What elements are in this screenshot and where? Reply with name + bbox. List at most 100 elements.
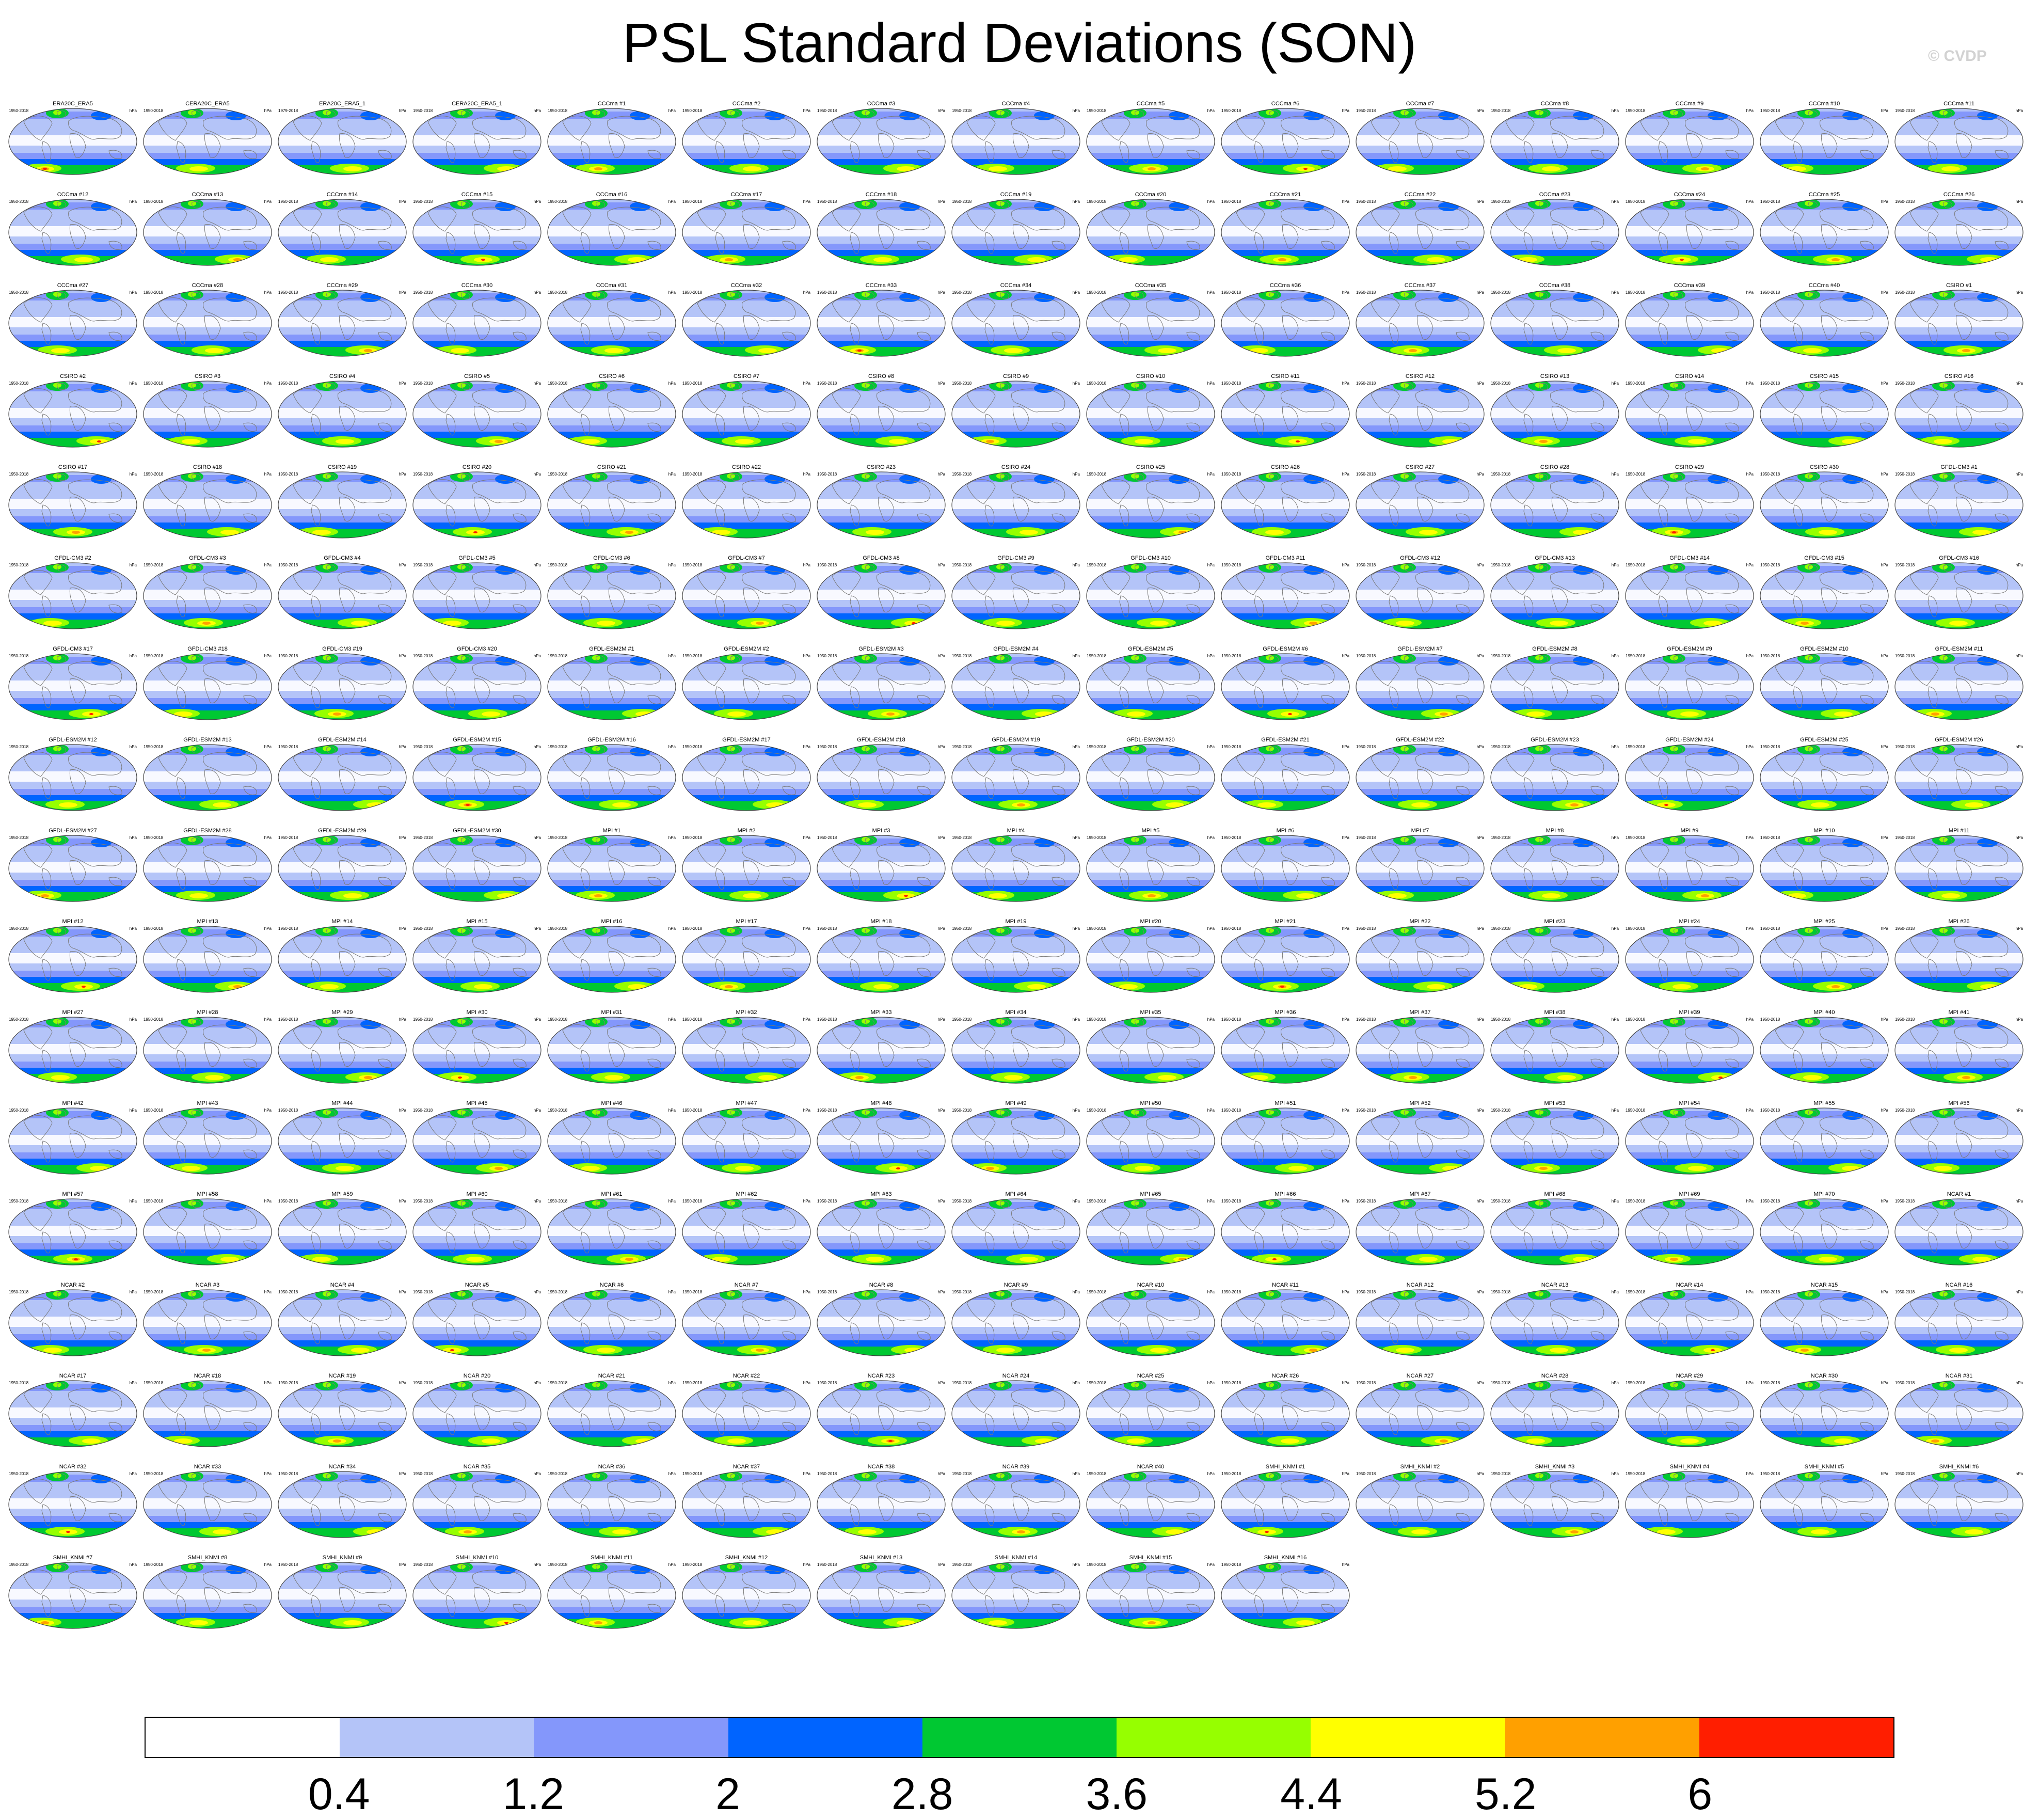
panel-title: CCCma #14	[327, 192, 358, 198]
panel-units: hPa	[668, 290, 676, 295]
panel-title: SMHI_KNMI #5	[1805, 1464, 1844, 1470]
panel-title: MPI #7	[1411, 828, 1429, 834]
map-panel: GFDL-CM3 #14 1950-2018 hPa	[1625, 555, 1754, 629]
panel-units: hPa	[264, 1290, 272, 1294]
panel-period: 1950-2018	[1356, 1471, 1376, 1476]
panel-units: hPa	[1881, 108, 1889, 113]
panel-period: 1950-2018	[952, 199, 972, 204]
panel-units: hPa	[534, 1381, 541, 1385]
panel-period: 1950-2018	[1356, 472, 1376, 477]
panel-units: hPa	[2016, 745, 2024, 749]
panel-period: 1950-2018	[413, 1108, 433, 1113]
panel-title: ERA20C_ERA5	[53, 101, 93, 107]
map-panel: NCAR #25 1950-2018 hPa	[1086, 1373, 1215, 1447]
panel-title: GFDL-CM3 #9	[997, 555, 1034, 561]
map-panel: CSIRO #8 1950-2018 hPa	[817, 373, 946, 448]
panel-title: CSIRO #19	[328, 464, 357, 470]
panel-period: 1950-2018	[682, 1290, 703, 1294]
map-panel: GFDL-ESM2M #7 1950-2018 hPa	[1356, 646, 1485, 720]
map-panel: CCCma #19 1950-2018 hPa	[951, 192, 1080, 266]
panel-units: hPa	[1073, 381, 1080, 386]
panel-title: GFDL-CM3 #5	[458, 555, 496, 561]
map-panel: GFDL-CM3 #6 1950-2018 hPa	[547, 555, 676, 629]
map-panel: MPI #66 1950-2018 hPa	[1221, 1191, 1350, 1265]
map-panel: CCCma #17 1950-2018 hPa	[682, 192, 811, 266]
panel-title: MPI #31	[601, 1009, 623, 1016]
panel-title: CCCma #2	[732, 101, 760, 107]
map-panel: GFDL-ESM2M #10 1950-2018 hPa	[1760, 646, 1889, 720]
panel-title: GFDL-ESM2M #7	[1397, 646, 1442, 652]
panel-title: NCAR #3	[196, 1282, 219, 1288]
panel-title: CSIRO #15	[1810, 373, 1839, 379]
panel-units: hPa	[1746, 835, 1754, 840]
panel-period: 1950-2018	[1356, 835, 1376, 840]
panel-title: MPI #3	[872, 828, 890, 834]
panel-units: hPa	[2016, 1017, 2024, 1022]
map-panel: MPI #1 1950-2018 hPa	[547, 828, 676, 902]
panel-period: 1950-2018	[1491, 835, 1511, 840]
panel-period: 1950-2018	[1491, 199, 1511, 204]
map-panel: CCCma #22 1950-2018 hPa	[1356, 192, 1485, 266]
panel-period: 1950-2018	[144, 1562, 164, 1567]
panel-title: NCAR #28	[1541, 1373, 1569, 1379]
panel-units: hPa	[2016, 290, 2024, 295]
panel-units: hPa	[264, 1108, 272, 1113]
panel-units: hPa	[938, 1381, 946, 1385]
panel-title: GFDL-ESM2M #6	[1263, 646, 1308, 652]
panel-title: MPI #64	[1006, 1191, 1027, 1197]
map-panel: CSIRO #9 1950-2018 hPa	[951, 373, 1080, 448]
panel-title: GFDL-ESM2M #14	[318, 737, 367, 743]
panel-title: CCCma #26	[1944, 192, 1975, 198]
map-panel: MPI #59 1950-2018 hPa	[278, 1191, 407, 1265]
panel-period: 1950-2018	[1087, 199, 1107, 204]
map-panel: NCAR #12 1950-2018 hPa	[1356, 1282, 1485, 1356]
panel-period: 1950-2018	[817, 1108, 837, 1113]
map-panel: CCCma #27 1950-2018 hPa	[8, 282, 137, 357]
panel-units: hPa	[1612, 1017, 1619, 1022]
panel-period: 1950-2018	[9, 563, 29, 567]
panel-title: CCCma #18	[866, 192, 897, 198]
panel-units: hPa	[130, 1199, 137, 1204]
panel-title: GFDL-CM3 #8	[863, 555, 900, 561]
panel-units: hPa	[803, 745, 811, 749]
map-panel: MPI #23 1950-2018 hPa	[1490, 919, 1619, 993]
panel-period: 1950-2018	[1760, 1017, 1780, 1022]
panel-units: hPa	[1477, 1199, 1485, 1204]
panel-units: hPa	[668, 835, 676, 840]
panel-units: hPa	[803, 1199, 811, 1204]
map-panel: CCCma #13 1950-2018 hPa	[143, 192, 272, 266]
page-title: PSL Standard Deviations (SON)	[622, 11, 1417, 74]
panel-period: 1950-2018	[144, 654, 164, 658]
panel-title: MPI #16	[601, 919, 623, 925]
panel-title: GFDL-CM3 #16	[1939, 555, 1979, 561]
panel-period: 1950-2018	[144, 381, 164, 386]
panel-units: hPa	[264, 381, 272, 386]
panel-title: NCAR #9	[1004, 1282, 1028, 1288]
panel-title: CCCma #3	[867, 101, 895, 107]
map-panel: CSIRO #6 1950-2018 hPa	[547, 373, 676, 448]
panel-period: 1950-2018	[1087, 745, 1107, 749]
colorbar-tick-label: 0.4	[308, 1769, 370, 1819]
panel-title: ERA20C_ERA5_1	[319, 101, 365, 107]
panel-units: hPa	[2016, 1381, 2024, 1385]
map-panel: CCCma #3 1950-2018 hPa	[817, 101, 946, 175]
panel-units: hPa	[938, 745, 946, 749]
panel-units: hPa	[1881, 654, 1889, 658]
map-panel: CCCma #7 1950-2018 hPa	[1356, 101, 1485, 175]
map-panel: GFDL-CM3 #11 1950-2018 hPa	[1221, 555, 1350, 629]
panel-period: 1950-2018	[1760, 472, 1780, 477]
panel-title: GFDL-ESM2M #30	[453, 828, 501, 834]
panel-period: 1950-2018	[413, 199, 433, 204]
panel-period: 1950-2018	[1895, 472, 1915, 477]
panel-units: hPa	[1746, 199, 1754, 204]
panel-period: 1950-2018	[1895, 1108, 1915, 1113]
panel-title: NCAR #31	[1946, 1373, 1973, 1379]
panel-period: 1950-2018	[9, 472, 29, 477]
map-panel: GFDL-CM3 #2 1950-2018 hPa	[8, 555, 137, 629]
map-panel: GFDL-ESM2M #13 1950-2018 hPa	[143, 737, 272, 811]
map-panel: MPI #64 1950-2018 hPa	[951, 1191, 1080, 1265]
panel-period: 1950-2018	[817, 835, 837, 840]
panel-title: MPI #27	[62, 1009, 84, 1016]
panel-period: 1950-2018	[1087, 1017, 1107, 1022]
panel-period: 1950-2018	[1221, 199, 1241, 204]
